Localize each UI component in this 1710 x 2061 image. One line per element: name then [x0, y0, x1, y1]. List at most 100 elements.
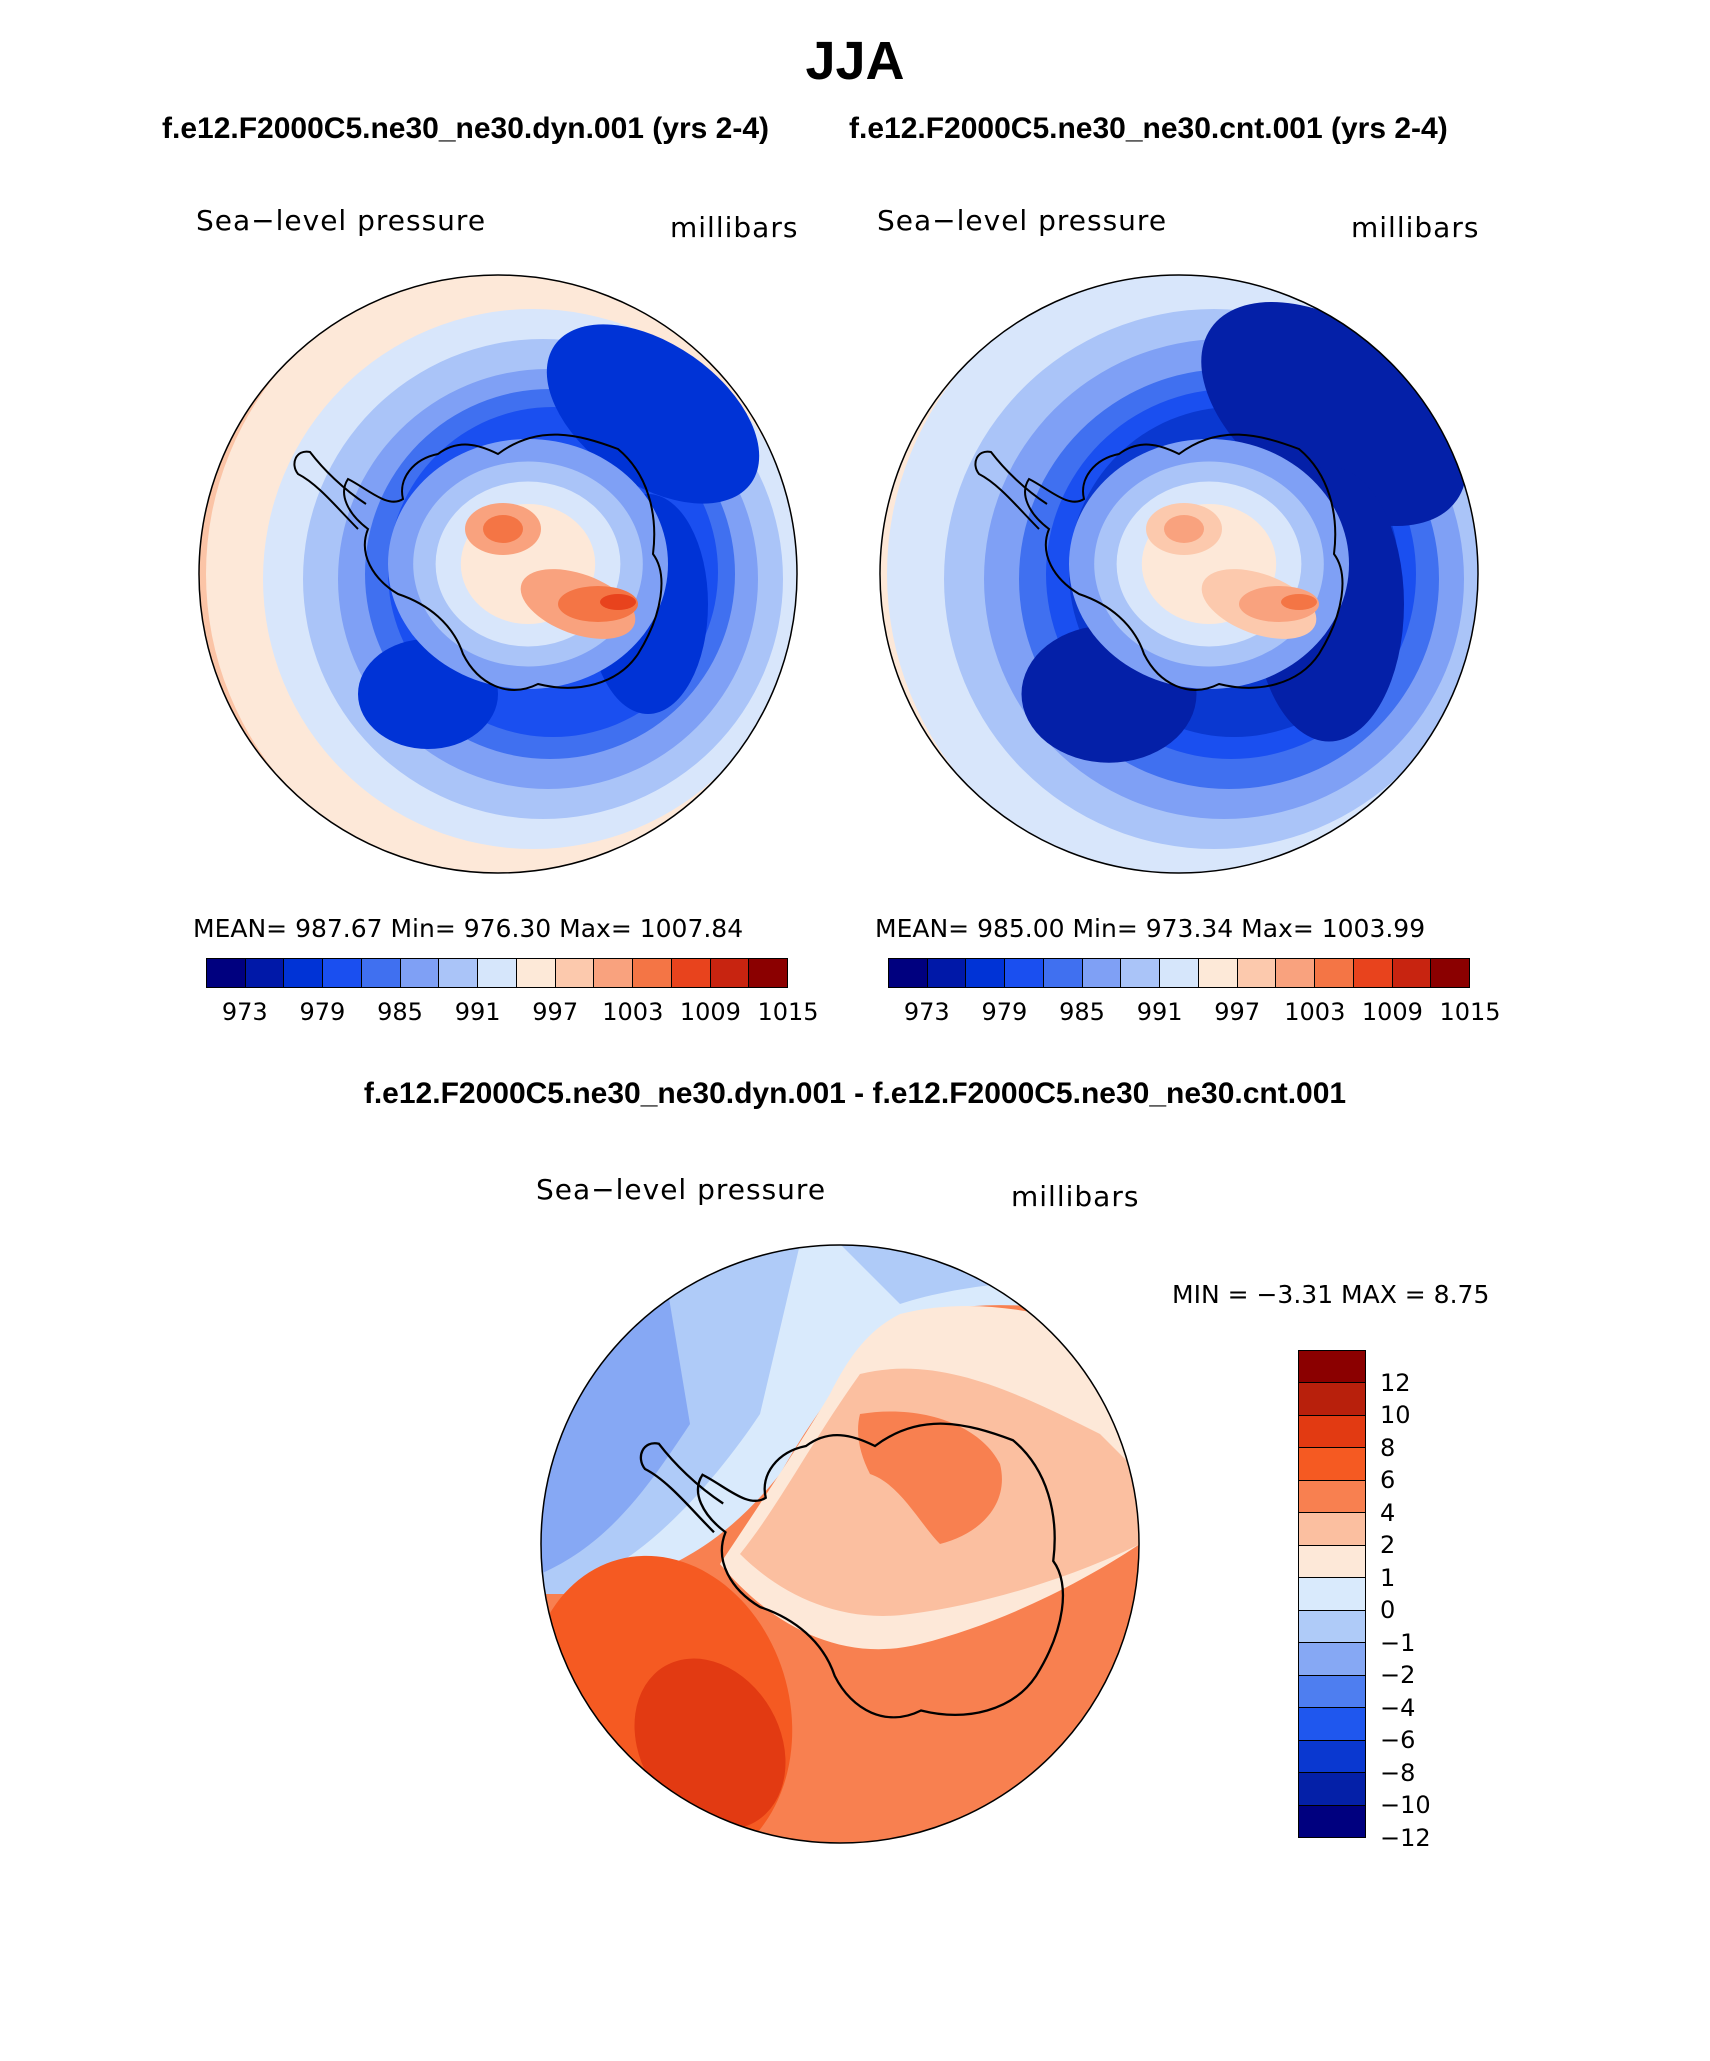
map-boundary	[540, 1244, 1140, 1844]
colorbar-tick-label: 985	[1059, 998, 1105, 1026]
colorbar-tick-label: 997	[1214, 998, 1261, 1026]
colorbar-swatch	[1299, 1675, 1365, 1709]
high-pressure-center	[483, 515, 523, 543]
high-pressure-center	[600, 594, 636, 610]
colorbar-tick-label: 979	[981, 998, 1028, 1026]
colorbar-tick-label: 6	[1380, 1466, 1396, 1495]
colorbar-tick-label: 991	[454, 998, 501, 1026]
colorbar-swatch	[1237, 959, 1277, 987]
colorbar-swatch	[1299, 1643, 1365, 1676]
colorbar-swatch	[555, 959, 595, 987]
colorbar-dyn	[206, 958, 788, 988]
map-cnt-slp	[879, 274, 1479, 874]
colorbar-cnt	[888, 958, 1470, 988]
colorbar-swatch	[594, 959, 634, 987]
colorbar-tick-label: −10	[1380, 1791, 1431, 1820]
colorbar-tick-label: −6	[1380, 1726, 1416, 1755]
colorbar-swatch	[1315, 959, 1354, 987]
colorbar-swatch	[1005, 959, 1044, 987]
colorbar-swatch	[1392, 959, 1432, 987]
colorbar-tick-label: 2	[1380, 1531, 1396, 1560]
colorbar-dyn-labels: 973 979 985 991 997 1003 1009 1015	[206, 998, 819, 1028]
colorbar-tick-label: −1	[1380, 1628, 1416, 1657]
colorbar-swatch	[1299, 1610, 1365, 1644]
colorbar-tick-label: 1009	[679, 998, 741, 1026]
high-pressure-center	[1281, 594, 1317, 610]
colorbar-tick-label: 973	[903, 998, 950, 1026]
colorbar-tick-label: 8	[1380, 1433, 1396, 1462]
colorbar-tick-label: −8	[1380, 1758, 1416, 1787]
colorbar-swatch	[927, 959, 967, 987]
high-pressure-center	[1164, 515, 1204, 543]
panel2-variable-label: Sea−level pressure	[877, 204, 1168, 237]
colorbar-tick-label: 1003	[602, 998, 664, 1026]
colorbar-tick-label: 1003	[1284, 998, 1346, 1026]
map-diff-slp	[540, 1244, 1140, 1844]
colorbar-swatch	[1043, 959, 1083, 987]
colorbar-tick-label: 0	[1380, 1596, 1396, 1625]
colorbar-swatch	[361, 959, 401, 987]
panel1-units-label: millibars	[670, 211, 799, 244]
colorbar-swatch	[633, 959, 672, 987]
panel1-variable-label: Sea−level pressure	[196, 204, 487, 237]
negative-anomaly-region	[600, 1245, 1139, 1574]
colorbar-swatch	[516, 959, 556, 987]
colorbar-swatch	[1299, 1773, 1365, 1806]
colorbar-swatch	[749, 959, 788, 987]
case-title-right: f.e12.F2000C5.ne30_ne30.cnt.001 (yrs 2-4…	[849, 112, 1448, 145]
colorbar-swatch	[1431, 959, 1470, 987]
map-boundary	[879, 274, 1479, 874]
colorbar-swatch	[400, 959, 440, 987]
colorbar-swatch	[1299, 1805, 1365, 1838]
colorbar-swatch	[1160, 959, 1199, 987]
colorbar-swatch	[1299, 1383, 1365, 1416]
colorbar-tick-label: 10	[1380, 1401, 1411, 1430]
colorbar-swatch	[1299, 1578, 1365, 1611]
colorbar-swatch	[1299, 1545, 1365, 1579]
panel3-units-label: millibars	[1011, 1180, 1140, 1213]
colorbar-swatch	[1299, 1708, 1365, 1741]
colorbar-swatch	[1299, 1351, 1365, 1384]
colorbar-tick-label: 1	[1380, 1563, 1396, 1592]
antarctic-peninsula-coastline	[293, 450, 367, 530]
colorbar-tick-label: 991	[1136, 998, 1183, 1026]
colorbar-swatch	[1299, 1448, 1365, 1481]
colorbar-swatch	[323, 959, 362, 987]
map-dyn-slp	[198, 274, 798, 874]
colorbar-swatch	[1082, 959, 1122, 987]
colorbar-swatch	[1276, 959, 1316, 987]
panel3-variable-label: Sea−level pressure	[536, 1173, 827, 1206]
case-title-left: f.e12.F2000C5.ne30_ne30.dyn.001 (yrs 2-4…	[162, 112, 770, 145]
colorbar-tick-label: −4	[1380, 1693, 1416, 1722]
map-boundary	[198, 274, 798, 874]
colorbar-swatch	[478, 959, 517, 987]
colorbar-swatch	[1299, 1480, 1365, 1514]
positive-anomaly-region	[634, 1658, 786, 1830]
colorbar-swatch	[889, 959, 928, 987]
colorbar-tick-label: 973	[221, 998, 268, 1026]
map-dyn-svg	[198, 274, 798, 874]
colorbar-swatch	[1353, 959, 1393, 987]
colorbar-swatch	[207, 959, 246, 987]
panel2-stats: MEAN= 985.00 Min= 973.34 Max= 1003.99	[875, 914, 1426, 943]
colorbar-swatch	[439, 959, 479, 987]
antarctica-coastline	[343, 433, 663, 691]
colorbar-tick-label: 1015	[757, 998, 819, 1026]
map-cnt-svg	[879, 274, 1479, 874]
colorbar-swatch	[710, 959, 750, 987]
colorbar-swatch	[1299, 1415, 1365, 1449]
colorbar-tick-label: 1009	[1361, 998, 1423, 1026]
colorbar-swatch	[1121, 959, 1161, 987]
colorbar-diff	[1298, 1350, 1366, 1838]
antarctic-peninsula-coastline	[974, 450, 1048, 530]
colorbar-tick-label: 985	[377, 998, 423, 1026]
map-diff-svg	[540, 1244, 1140, 1844]
antarctic-peninsula-coastline	[639, 1442, 724, 1534]
antarctica-coastline	[696, 1422, 1064, 1719]
colorbar-swatch	[966, 959, 1006, 987]
difference-title: f.e12.F2000C5.ne30_ne30.dyn.001 - f.e12.…	[363, 1077, 1347, 1110]
colorbar-tick-label: −12	[1380, 1824, 1431, 1852]
colorbar-tick-label: 4	[1380, 1498, 1396, 1527]
colorbar-swatch	[245, 959, 285, 987]
panel2-units-label: millibars	[1351, 211, 1480, 244]
